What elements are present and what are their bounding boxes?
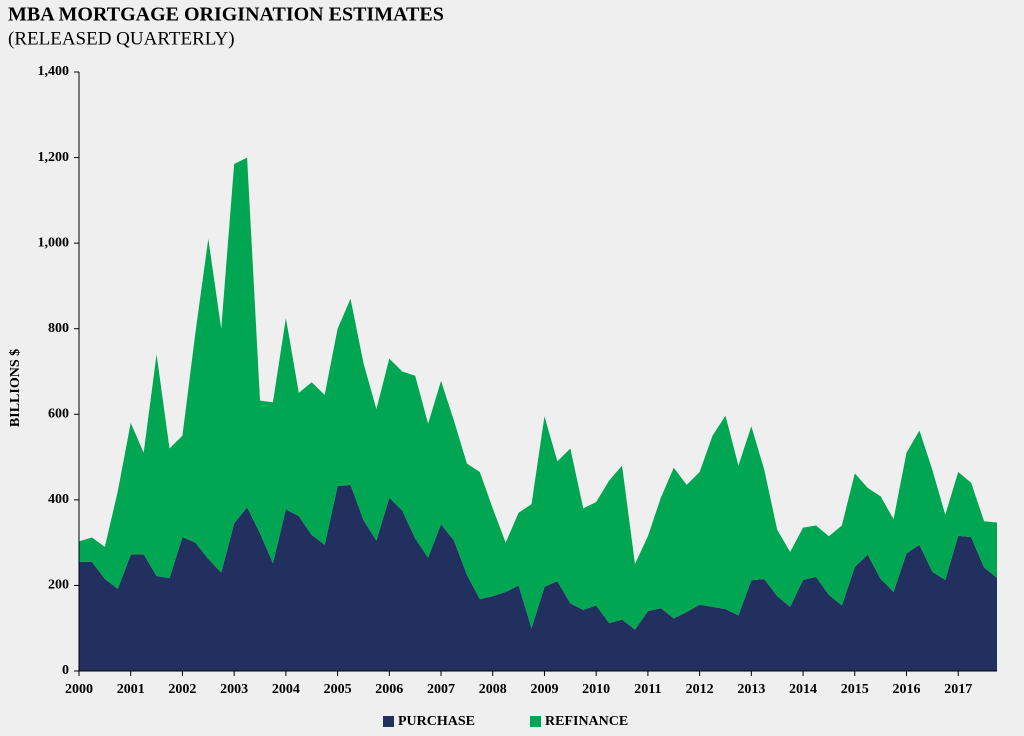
legend-label: PURCHASE	[398, 714, 475, 729]
area	[79, 484, 997, 671]
area	[79, 157, 997, 630]
x-tick-label: 2007	[427, 682, 455, 697]
x-tick-label: 2004	[272, 682, 300, 697]
y-tick-label: 1,200	[38, 150, 70, 165]
y-tick-label: 200	[48, 578, 69, 593]
x-tick-label: 2001	[117, 682, 145, 697]
x-tick-label: 2006	[375, 682, 403, 697]
x-tick-label: 2012	[686, 682, 714, 697]
x-tick-label: 2010	[582, 682, 610, 697]
chart-title: MBA MORTGAGE ORIGINATION ESTIMATES	[8, 4, 444, 26]
x-tick-label: 2002	[168, 682, 196, 697]
x-tick-label: 2003	[220, 682, 248, 697]
y-tick-label: 0	[62, 663, 69, 678]
y-tick-label: 400	[48, 492, 69, 507]
x-tick-label: 2011	[634, 682, 661, 697]
legend-label: REFINANCE	[545, 714, 628, 729]
chart-subtitle: (RELEASED QUARTERLY)	[8, 28, 235, 49]
legend-swatch	[530, 716, 541, 727]
x-tick-label: 2008	[479, 682, 507, 697]
x-tick-label: 2015	[841, 682, 869, 697]
legend-swatch	[383, 716, 394, 727]
y-tick-label: 800	[48, 321, 69, 336]
x-tick-label: 2013	[737, 682, 765, 697]
x-tick-label: 2005	[324, 682, 352, 697]
x-tick-label: 2009	[530, 682, 558, 697]
y-tick-label: 1,400	[38, 64, 70, 79]
y-axis-label: BILLIONS $	[8, 349, 23, 427]
x-tick-label: 2014	[789, 682, 817, 697]
x-tick-label: 2000	[65, 682, 93, 697]
x-tick-label: 2016	[892, 682, 920, 697]
y-tick-label: 600	[48, 407, 69, 422]
y-tick-label: 1,000	[38, 235, 70, 250]
x-tick-label: 2017	[944, 682, 972, 697]
